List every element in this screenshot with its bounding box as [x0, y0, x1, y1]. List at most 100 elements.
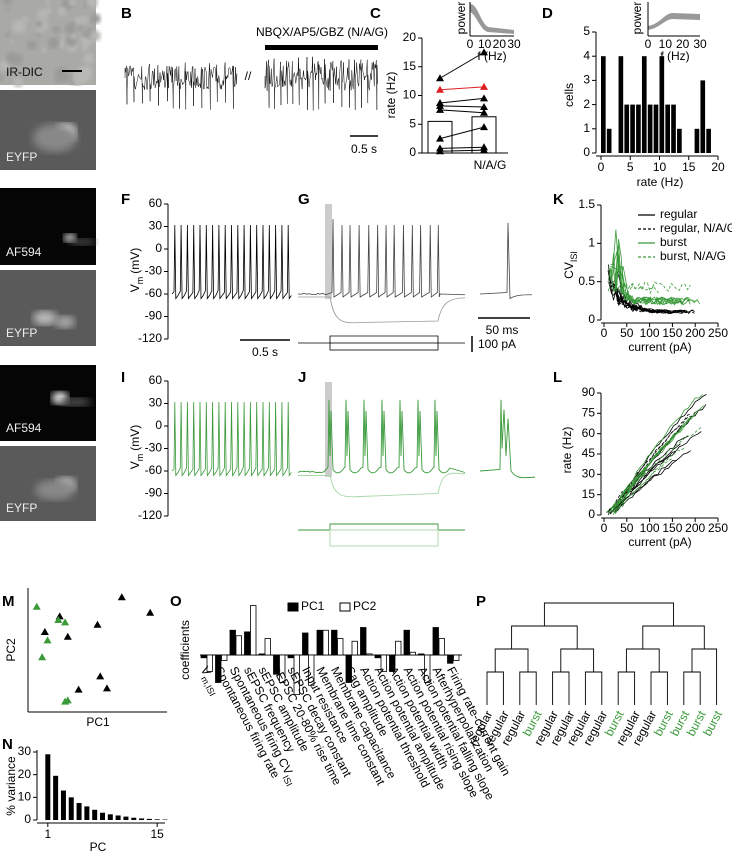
- dendrogram-link: [552, 671, 570, 705]
- point: [38, 653, 47, 661]
- bar: [107, 814, 113, 820]
- bar: [403, 629, 410, 656]
- bar: [671, 104, 676, 153]
- drug-bar: [265, 45, 378, 50]
- image-label: IR-DIC: [6, 65, 43, 79]
- drug-label: NBQX/AP5/GBZ (N/A/G): [256, 25, 388, 39]
- bar: [258, 653, 265, 656]
- cell-signal: [55, 316, 75, 328]
- y-tick-label: 0: [155, 418, 162, 432]
- inset-y-label: power: [454, 2, 468, 35]
- trace: [608, 282, 694, 315]
- point: [436, 101, 444, 109]
- panel-label: I: [121, 369, 125, 386]
- label-part: (mV): [128, 248, 142, 274]
- bar: [409, 651, 416, 656]
- point: [436, 147, 444, 155]
- legend-label: PC1: [301, 599, 325, 613]
- bar: [424, 654, 431, 683]
- label-part: CV: [562, 262, 576, 279]
- trace: [298, 296, 466, 324]
- inset-tick-label: 30: [507, 37, 521, 51]
- cell-signal: [68, 239, 96, 245]
- bar: [287, 654, 294, 659]
- texture: [2, 0, 13, 6]
- bar: [618, 56, 624, 154]
- legend-label: burst: [660, 235, 687, 249]
- bar: [206, 654, 213, 672]
- bar: [665, 104, 670, 153]
- bar: [659, 56, 665, 154]
- inset-tick-label: 10: [659, 37, 673, 51]
- point: [55, 612, 64, 620]
- trace: [609, 274, 679, 314]
- texture: [57, 7, 67, 16]
- point: [480, 103, 488, 110]
- label-part: m: [135, 454, 145, 462]
- image: [0, 270, 96, 346]
- y-axis-label: % variance: [4, 756, 18, 816]
- x-axis-label: PC1: [86, 715, 110, 729]
- x-axis-label: rate (Hz): [637, 175, 684, 189]
- point: [74, 685, 83, 693]
- x-tick-label: 0: [598, 160, 605, 174]
- panel-label: L: [553, 369, 562, 386]
- legend-label: regular, N/A/G: [660, 221, 732, 235]
- trace: [479, 399, 536, 479]
- bar: [351, 640, 358, 656]
- texture: [9, 39, 14, 44]
- bar: [139, 818, 145, 820]
- y-axis-label: coefficients: [178, 620, 192, 680]
- label-part: V: [128, 461, 142, 469]
- bar: [374, 654, 381, 659]
- inset-tick-label: 30: [693, 37, 707, 51]
- texture: [74, 80, 81, 86]
- bar: [293, 654, 300, 695]
- bar: [706, 128, 711, 153]
- texture: [55, 77, 62, 84]
- bar: [264, 638, 271, 656]
- cell-signal: [59, 398, 91, 406]
- point: [117, 593, 126, 601]
- trace: [614, 443, 681, 513]
- trace: [616, 288, 661, 313]
- pair-line: [439, 105, 485, 108]
- x-tick-label: 50: [620, 326, 634, 340]
- x-tick-label: 250: [708, 521, 728, 535]
- bar: [624, 104, 630, 153]
- texture: [26, 40, 37, 51]
- trace: [297, 218, 466, 298]
- scale-label: 100 pA: [478, 337, 516, 351]
- y-tick-label: 10: [403, 88, 417, 102]
- x-axis-label: current (pA): [628, 340, 691, 354]
- y-tick-label: 30: [18, 744, 32, 758]
- panel-label: O: [170, 593, 182, 610]
- inset-tick-label: 20: [676, 37, 690, 51]
- texture: [13, 77, 23, 88]
- bar: [700, 80, 706, 153]
- bar: [677, 128, 682, 153]
- bar: [647, 104, 653, 153]
- y-tick-label: 15: [403, 59, 417, 73]
- panel-label: M: [2, 593, 15, 610]
- bar: [84, 806, 90, 820]
- cell-signal: [33, 311, 57, 325]
- point: [54, 616, 63, 623]
- trace: [610, 413, 692, 514]
- current-step: [329, 342, 439, 351]
- texture: [81, 30, 88, 38]
- pair-line: [439, 146, 485, 149]
- bar: [229, 629, 236, 656]
- texture: [41, 47, 47, 54]
- panel-label: J: [298, 369, 306, 386]
- inset-tick-label: 0: [467, 37, 474, 51]
- break-mark: //: [245, 69, 252, 83]
- inset-tick-label: 10: [478, 37, 492, 51]
- y-tick-label: 0.5: [578, 274, 595, 288]
- point: [436, 105, 444, 113]
- y-tick-label: 0: [588, 312, 595, 326]
- bar: [235, 635, 242, 656]
- bar: [694, 128, 700, 153]
- y-axis-label: Vm (mV): [128, 248, 145, 293]
- bar: [389, 654, 396, 672]
